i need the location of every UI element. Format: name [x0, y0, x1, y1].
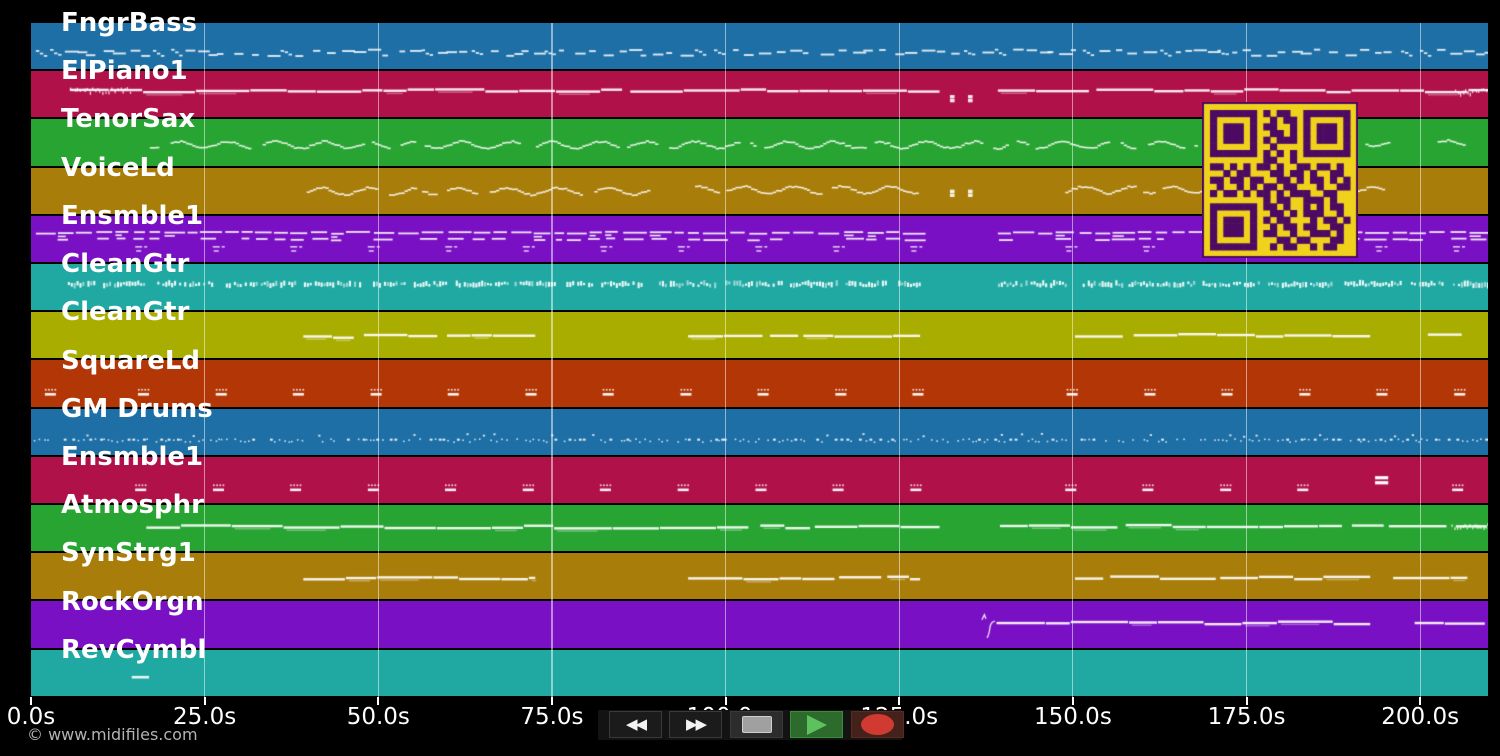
axis-tick-label: 150.0s — [1033, 704, 1112, 730]
record-button[interactable] — [851, 711, 904, 738]
axis-tick — [1071, 697, 1074, 705]
axis-tick — [377, 697, 380, 705]
axis-tick-label: 75.0s — [520, 704, 584, 730]
axis-tick-label: 0.0s — [6, 704, 56, 730]
axis-tick — [1245, 697, 1248, 705]
playback-controls-bar: ◀◀ ▶▶ — [598, 710, 904, 740]
axis-tick — [1419, 697, 1422, 705]
axis-tick-label: 25.0s — [173, 704, 237, 730]
watermark: © www.midifiles.com — [27, 725, 198, 744]
axis-tick — [550, 697, 553, 705]
axis-tick — [724, 697, 727, 705]
stop-icon — [741, 716, 772, 733]
fast-forward-button[interactable]: ▶▶ — [669, 711, 722, 738]
play-icon — [806, 714, 827, 735]
record-icon — [861, 714, 894, 735]
axis-tick — [30, 697, 32, 705]
axis-tick — [203, 697, 206, 705]
rewind-button[interactable]: ◀◀ — [609, 711, 662, 738]
qr-code — [1202, 102, 1358, 258]
axis-tick-label: 50.0s — [346, 704, 410, 730]
stop-button[interactable] — [730, 711, 783, 738]
axis-tick — [898, 697, 901, 705]
axis-tick-label: 200.0s — [1381, 704, 1460, 730]
play-button[interactable] — [790, 711, 843, 738]
axis-tick-label: 175.0s — [1207, 704, 1286, 730]
